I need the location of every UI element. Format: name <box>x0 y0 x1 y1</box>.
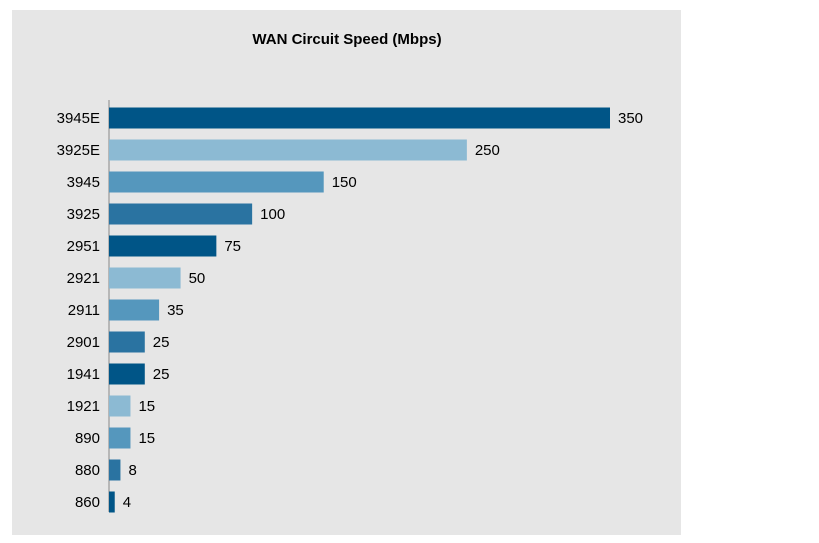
bar <box>109 171 324 193</box>
bar <box>109 267 181 289</box>
category-label: 3925 <box>67 206 100 223</box>
bar <box>109 139 467 161</box>
bar <box>109 299 160 321</box>
bar <box>109 459 121 481</box>
category-label: 3945E <box>57 110 100 127</box>
bar <box>109 203 253 225</box>
value-label: 75 <box>224 238 241 255</box>
value-label: 250 <box>475 142 500 159</box>
category-label: 1941 <box>67 366 100 383</box>
category-label: 860 <box>75 494 100 511</box>
value-label: 25 <box>153 366 170 383</box>
category-label: 2901 <box>67 334 100 351</box>
category-label: 2921 <box>67 270 100 287</box>
bar <box>109 491 115 513</box>
value-label: 4 <box>123 494 131 511</box>
bar <box>109 363 145 385</box>
value-label: 8 <box>128 462 136 479</box>
category-label: 890 <box>75 430 100 447</box>
bar <box>109 107 610 129</box>
value-label: 100 <box>260 206 285 223</box>
category-label: 3925E <box>57 142 100 159</box>
bar <box>109 331 145 353</box>
bar <box>109 235 217 257</box>
value-label: 35 <box>167 302 184 319</box>
value-label: 150 <box>332 174 357 191</box>
category-label: 1921 <box>67 398 100 415</box>
category-label: 3945 <box>67 174 100 191</box>
chart-title: WAN Circuit Speed (Mbps) <box>252 31 441 48</box>
value-label: 50 <box>189 270 206 287</box>
category-label: 2951 <box>67 238 100 255</box>
value-label: 25 <box>153 334 170 351</box>
category-label: 2911 <box>68 302 100 319</box>
bar <box>109 395 131 417</box>
bar <box>109 427 131 449</box>
category-label: 880 <box>75 462 100 479</box>
value-label: 15 <box>138 398 155 415</box>
value-label: 350 <box>618 110 643 127</box>
value-label: 15 <box>138 430 155 447</box>
